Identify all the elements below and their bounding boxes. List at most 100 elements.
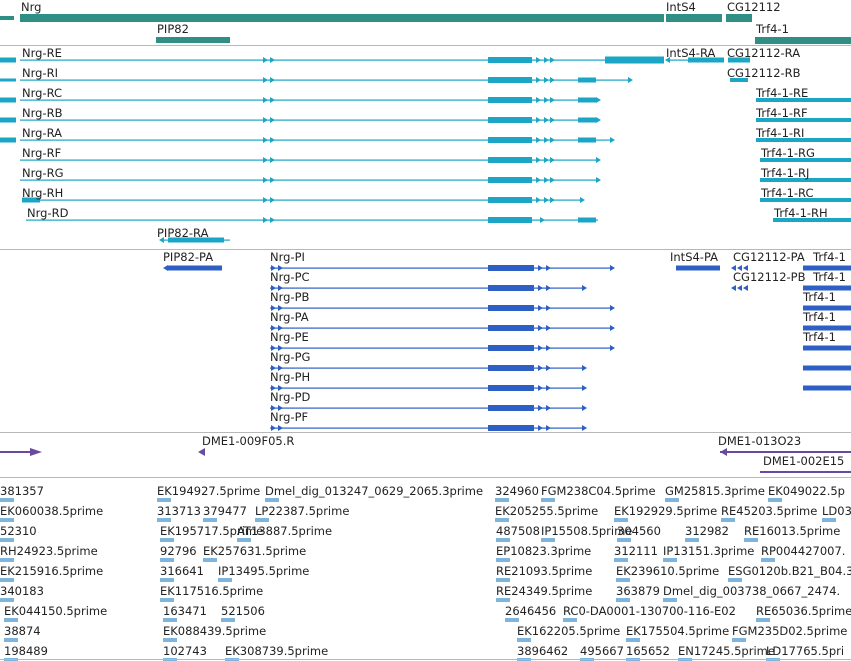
protein-block[interactable]: [488, 285, 534, 291]
exon-block[interactable]: [488, 77, 532, 83]
exon-block[interactable]: [22, 197, 40, 203]
exon-chevron[interactable]: [546, 405, 551, 411]
exon-chevron[interactable]: [536, 97, 541, 103]
exon-chevron[interactable]: [538, 305, 543, 311]
exon-block[interactable]: [488, 137, 532, 143]
est-label[interactable]: ESG0120b.B21_B04.3: [728, 564, 851, 578]
insertion-feature[interactable]: [760, 471, 851, 473]
transcript-label[interactable]: Nrg-RC: [22, 86, 63, 100]
protein-label[interactable]: Trf4-1: [813, 270, 846, 284]
protein-block[interactable]: [488, 265, 534, 271]
exon-chevron[interactable]: [271, 345, 276, 351]
exon-chevron[interactable]: [665, 57, 670, 63]
intron-line[interactable]: [270, 267, 612, 269]
exon-block[interactable]: [0, 78, 16, 82]
exon-chevron[interactable]: [263, 57, 268, 63]
est-feature[interactable]: [614, 518, 628, 522]
exon-chevron[interactable]: [263, 197, 268, 203]
transcript-label[interactable]: Trf4-1-RC: [761, 186, 814, 200]
est-label[interactable]: EK215916.5prime: [0, 564, 104, 578]
est-label[interactable]: EK088439.5prime: [163, 624, 267, 638]
exon-block[interactable]: [760, 178, 851, 182]
est-feature[interactable]: [203, 518, 217, 522]
exon-chevron[interactable]: [278, 365, 283, 371]
est-feature[interactable]: [0, 518, 14, 522]
strand-arrow[interactable]: [610, 325, 615, 331]
protein-label[interactable]: Trf4-1: [813, 250, 846, 264]
protein-block[interactable]: [803, 325, 851, 331]
exon-chevron[interactable]: [270, 177, 275, 183]
exon-chevron[interactable]: [731, 265, 736, 271]
est-feature[interactable]: [0, 498, 14, 502]
protein-label[interactable]: CG12112-PA: [733, 250, 805, 264]
exon-block[interactable]: [578, 77, 596, 83]
exon-chevron[interactable]: [550, 157, 555, 163]
est-label[interactable]: 312111: [614, 544, 658, 558]
est-label[interactable]: IP13495.5prime: [218, 564, 310, 578]
insertion-label[interactable]: DME1-013O23: [718, 434, 802, 448]
intron-line[interactable]: [20, 119, 598, 121]
exon-chevron[interactable]: [278, 265, 283, 271]
exon-chevron[interactable]: [270, 77, 275, 83]
intron-line[interactable]: [270, 287, 584, 289]
protein-block[interactable]: [803, 365, 851, 371]
est-feature[interactable]: [721, 518, 735, 522]
exon-chevron[interactable]: [271, 425, 276, 431]
exon-chevron[interactable]: [271, 265, 276, 271]
protein-label[interactable]: Nrg-PB: [270, 290, 310, 304]
est-feature[interactable]: [541, 498, 555, 502]
strand-arrow[interactable]: [610, 305, 615, 311]
intron-line[interactable]: [26, 219, 598, 221]
protein-block[interactable]: [803, 345, 851, 351]
protein-label[interactable]: Nrg-PE: [270, 330, 309, 344]
est-feature[interactable]: [221, 618, 235, 622]
exon-chevron[interactable]: [271, 285, 276, 291]
gene-label[interactable]: CG12112: [727, 0, 781, 14]
exon-block[interactable]: [488, 217, 532, 223]
est-feature[interactable]: [0, 558, 14, 562]
intron-line[interactable]: [20, 179, 598, 181]
transcript-label[interactable]: IntS4-RA: [666, 46, 716, 60]
est-label[interactable]: IP15508.5prime: [541, 524, 633, 538]
exon-chevron[interactable]: [278, 305, 283, 311]
exon-chevron[interactable]: [540, 217, 545, 223]
intron-line[interactable]: [270, 407, 584, 409]
est-feature[interactable]: [732, 638, 746, 642]
est-label[interactable]: FGM238C04.5prime: [541, 484, 656, 498]
est-feature[interactable]: [0, 538, 14, 542]
exon-block[interactable]: [0, 137, 16, 143]
exon-block[interactable]: [578, 217, 596, 223]
exon-chevron[interactable]: [270, 157, 275, 163]
strand-arrow[interactable]: [596, 177, 601, 183]
est-feature[interactable]: [160, 558, 174, 562]
exon-chevron[interactable]: [743, 285, 748, 291]
est-label[interactable]: 521506: [221, 604, 265, 618]
exon-chevron[interactable]: [278, 425, 283, 431]
exon-chevron[interactable]: [271, 305, 276, 311]
est-feature[interactable]: [517, 638, 531, 642]
strand-arrow[interactable]: [580, 197, 585, 203]
est-label[interactable]: 340183: [0, 584, 44, 598]
est-feature[interactable]: [4, 618, 18, 622]
gene-feature-bar[interactable]: [666, 14, 722, 22]
gene-feature-bar[interactable]: [20, 14, 664, 22]
protein-block[interactable]: [488, 305, 534, 311]
gene-label[interactable]: PIP82: [157, 22, 189, 36]
est-feature[interactable]: [160, 538, 174, 542]
exon-chevron[interactable]: [538, 345, 543, 351]
est-label[interactable]: EK257631.5prime: [203, 544, 307, 558]
est-label[interactable]: 198489: [4, 644, 48, 658]
exon-block[interactable]: [728, 57, 750, 63]
est-label[interactable]: LP22387.5prime: [255, 504, 350, 518]
exon-chevron[interactable]: [270, 97, 275, 103]
est-feature[interactable]: [616, 598, 630, 602]
est-label[interactable]: 92796: [160, 544, 197, 558]
est-feature[interactable]: [255, 518, 269, 522]
exon-block[interactable]: [578, 117, 596, 123]
intron-line[interactable]: [270, 427, 584, 429]
protein-block[interactable]: [803, 285, 851, 291]
exon-block[interactable]: [0, 57, 16, 63]
protein-block[interactable]: [803, 305, 851, 311]
est-label[interactable]: RE16013.5prime: [744, 524, 841, 538]
exon-chevron[interactable]: [550, 117, 555, 123]
